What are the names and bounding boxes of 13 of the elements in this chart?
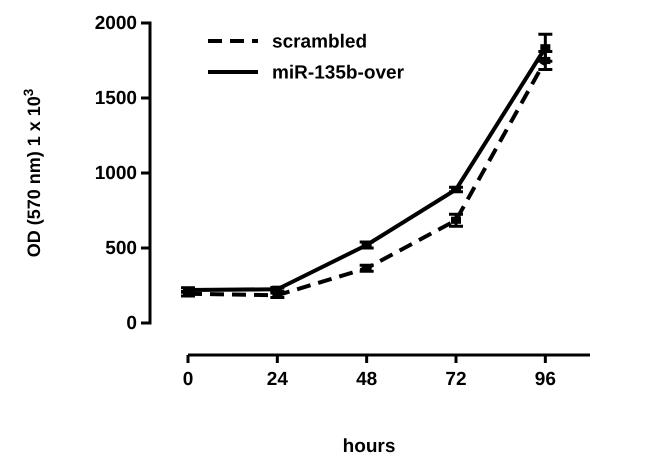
x-tick-label: 72 (445, 369, 467, 390)
y-tick-label: 1000 (94, 163, 137, 184)
y-tick-label: 0 (126, 313, 137, 334)
x-tick-label: 48 (356, 369, 378, 390)
y-tick-label: 2000 (94, 13, 137, 34)
x-tick-label: 0 (182, 369, 194, 390)
y-tick-label: 500 (105, 238, 137, 260)
x-tick-label: 24 (266, 369, 288, 390)
legend-label: scrambled (272, 32, 368, 53)
y-tick-label: 1500 (94, 88, 137, 110)
x-tick-label: 96 (534, 369, 556, 390)
legend-label: miR-135b-over (272, 62, 405, 84)
x-axis-title: hours (342, 436, 396, 457)
